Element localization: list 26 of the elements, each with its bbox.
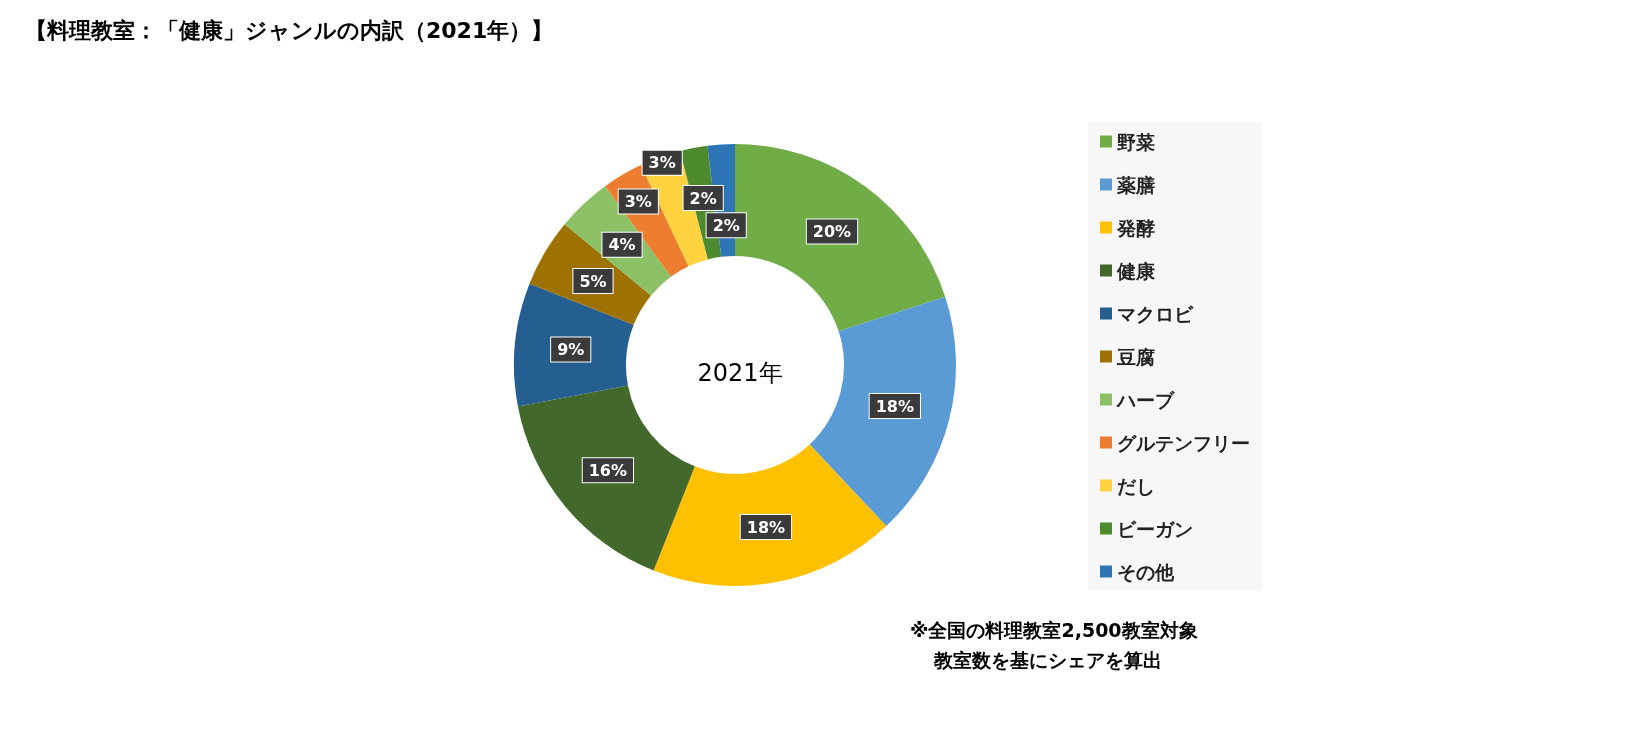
- data-label: 4%: [608, 235, 636, 255]
- legend-label: 薬膳: [1116, 173, 1155, 196]
- text: 2021年: [697, 359, 783, 387]
- data-label: 9%: [557, 339, 585, 359]
- legend-label: ビーガン: [1117, 517, 1193, 540]
- data-label: 3%: [624, 191, 652, 211]
- text: 【料理教室：「健康」ジャンルの内訳（2021年）】: [25, 17, 554, 43]
- text: ※全国の料理教室2,500教室対象: [910, 618, 1198, 641]
- data-label: 2%: [689, 188, 717, 208]
- legend-label: 健康: [1116, 259, 1156, 282]
- legend-label: マクロビ: [1117, 302, 1194, 325]
- legend-label: グルテンフリー: [1117, 431, 1250, 454]
- legend-label: 豆腐: [1116, 345, 1155, 368]
- data-label: 18%: [875, 396, 914, 416]
- legend-label: その他: [1117, 560, 1175, 583]
- data-label: 3%: [648, 153, 676, 173]
- legend-label: 野菜: [1117, 130, 1155, 153]
- legend-label: だし: [1117, 474, 1155, 497]
- data-label: 18%: [746, 517, 786, 537]
- data-label: 20%: [812, 222, 852, 242]
- data-label: 16%: [588, 460, 628, 480]
- text: 教室数を基にシェアを算出: [933, 648, 1162, 671]
- legend-label: 発酵: [1116, 216, 1155, 239]
- data-label: 2%: [712, 215, 740, 235]
- data-label: 5%: [579, 271, 607, 291]
- legend-label: ハーブ: [1115, 388, 1175, 411]
